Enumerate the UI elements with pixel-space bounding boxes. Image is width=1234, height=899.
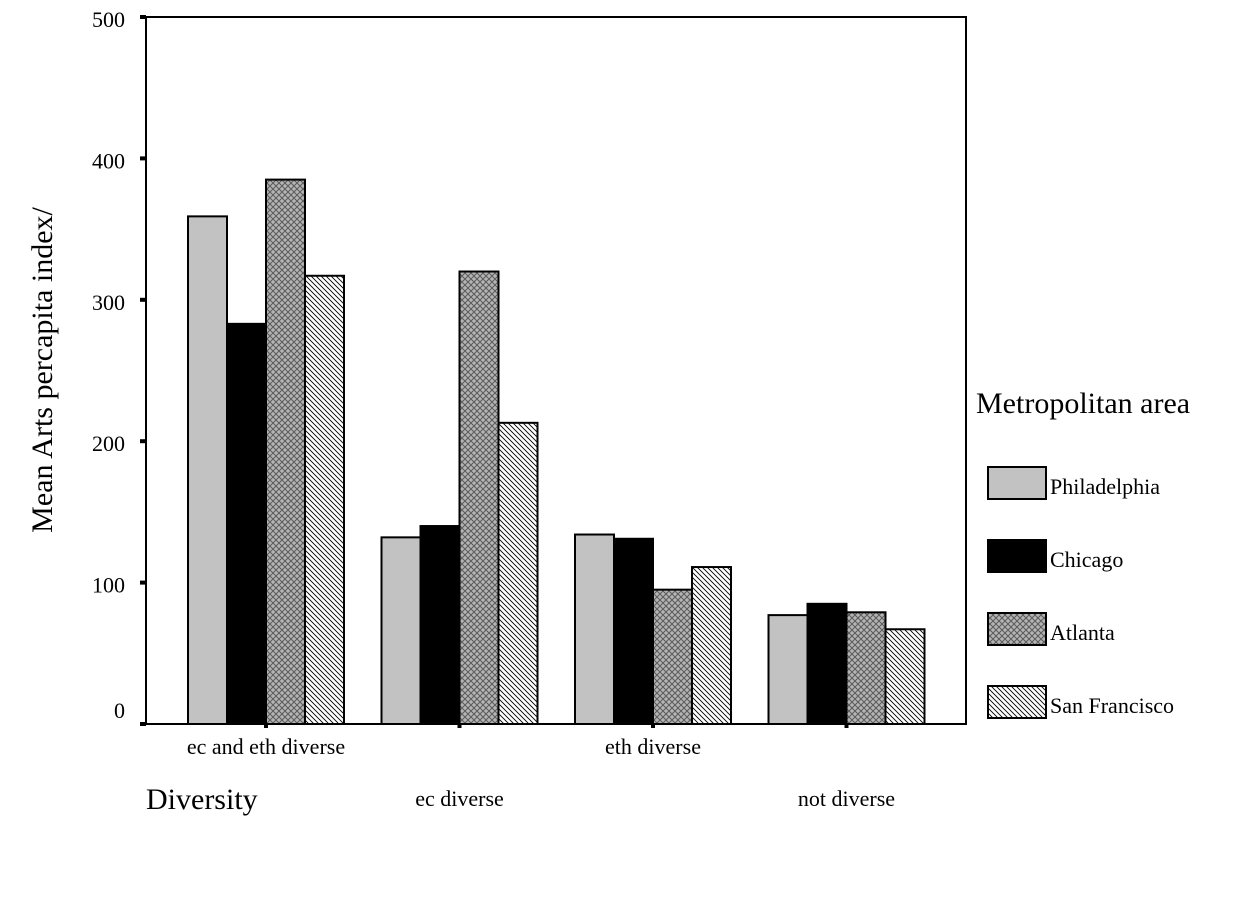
bars [187, 178, 926, 726]
bar-chicago-1 [226, 322, 267, 725]
bar-atlanta-4 [845, 611, 887, 726]
x-tick-label: ec and eth diverse [187, 734, 345, 759]
legend-label: Atlanta [1050, 620, 1115, 645]
bar-philadelphia-4 [767, 614, 809, 726]
legend-label: Chicago [1050, 547, 1123, 572]
bar-san-francisco-4 [884, 628, 926, 726]
bar-atlanta-2 [458, 270, 500, 725]
bar-san-francisco-2 [497, 421, 539, 725]
legend-swatch-atlanta [987, 612, 1047, 646]
bar-chicago-2 [419, 525, 461, 725]
bar-philadelphia-2 [380, 536, 422, 725]
bar-atlanta-3 [652, 588, 693, 725]
y-tick-label: 0 [114, 698, 125, 723]
x-tick-label: ec diverse [415, 786, 504, 811]
plot-frame [145, 16, 967, 725]
legend-swatch-philadelphia [987, 466, 1047, 500]
bar-san-francisco-1 [304, 274, 345, 725]
y-tick-label: 100 [92, 573, 125, 598]
legend-swatch-san-francisco [987, 685, 1047, 719]
y-tick-label: 200 [92, 431, 125, 456]
bar-philadelphia-1 [187, 215, 228, 725]
x-tick-label: not diverse [798, 786, 895, 811]
bar-atlanta-1 [265, 178, 306, 726]
legend-title: Metropolitan area [976, 387, 1190, 420]
legend: Philadelphia Chicago Atlanta San Francisco [987, 466, 1174, 719]
y-axis-label: Mean Arts percapita index/ [26, 206, 59, 532]
y-tick-label: 400 [92, 148, 125, 173]
y-tick-label: 500 [92, 7, 125, 32]
legend-label: San Francisco [1050, 693, 1174, 718]
bar-chicago-4 [806, 602, 848, 725]
bar-chicago-3 [613, 537, 654, 725]
legend-swatch-chicago [987, 539, 1047, 573]
x-axis-tick-labels: ec and eth diverse ec diverse eth diverse n… [187, 734, 895, 811]
x-tick-label: eth diverse [605, 734, 701, 759]
x-axis-label: Diversity [146, 783, 258, 816]
bar-philadelphia-3 [574, 533, 615, 725]
y-axis-ticks: 0 100 200 300 400 500 [92, 7, 146, 726]
bar-san-francisco-3 [691, 566, 732, 726]
legend-label: Philadelphia [1050, 474, 1160, 499]
y-tick-label: 300 [92, 290, 125, 315]
